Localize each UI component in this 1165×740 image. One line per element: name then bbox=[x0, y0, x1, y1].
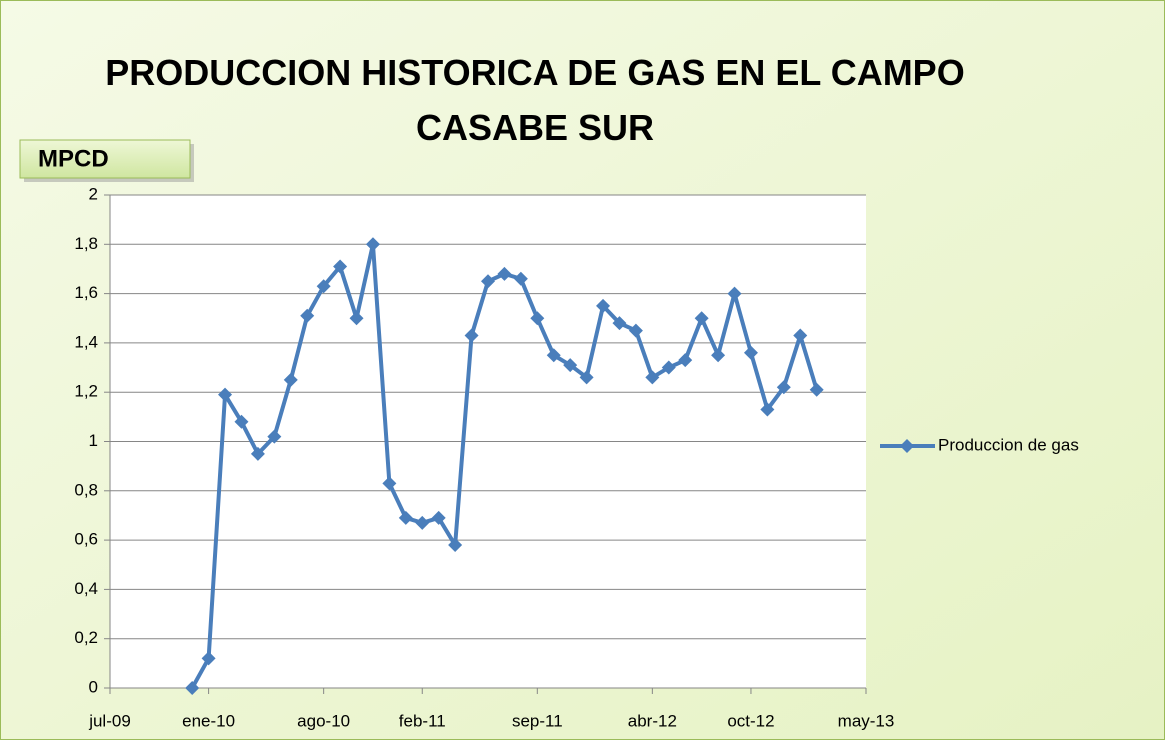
data-point bbox=[250, 446, 265, 461]
x-tick-label: ago-10 bbox=[297, 711, 350, 730]
data-point bbox=[365, 237, 380, 252]
y-axis-label: MPCD bbox=[38, 145, 109, 172]
data-point bbox=[398, 510, 413, 525]
data-point bbox=[464, 328, 479, 343]
y-tick-label: 2 bbox=[89, 184, 98, 203]
x-tick-label: oct-12 bbox=[727, 711, 774, 730]
legend-marker bbox=[900, 439, 914, 453]
data-point bbox=[513, 271, 528, 286]
y-tick-label: 1,6 bbox=[74, 283, 98, 302]
data-point bbox=[678, 353, 693, 368]
x-tick-label: jul-09 bbox=[88, 711, 131, 730]
data-point bbox=[530, 311, 545, 326]
y-tick-label: 0 bbox=[89, 677, 98, 696]
data-point bbox=[234, 414, 249, 429]
data-point bbox=[481, 274, 495, 289]
data-point bbox=[316, 279, 331, 294]
data-point bbox=[809, 382, 824, 397]
data-point bbox=[218, 387, 233, 402]
data-point bbox=[415, 515, 430, 530]
data-point bbox=[645, 370, 660, 385]
data-point bbox=[579, 370, 594, 385]
data-point bbox=[694, 311, 709, 326]
x-tick-label: ene-10 bbox=[182, 711, 235, 730]
data-point bbox=[661, 360, 676, 375]
x-tick-label: abr-12 bbox=[628, 711, 677, 730]
data-point bbox=[776, 380, 791, 395]
data-point bbox=[448, 538, 463, 553]
data-point bbox=[793, 328, 808, 343]
data-point bbox=[333, 259, 348, 274]
y-tick-label: 1,4 bbox=[74, 332, 98, 351]
data-point bbox=[300, 308, 315, 323]
title-line: CASABE SUR bbox=[416, 107, 654, 148]
data-point bbox=[201, 651, 216, 666]
y-tick-label: 1,8 bbox=[74, 234, 98, 253]
x-tick-label: may-13 bbox=[838, 711, 895, 730]
y-tick-label: 0,8 bbox=[74, 480, 98, 499]
data-point bbox=[497, 266, 512, 281]
data-point bbox=[382, 476, 397, 491]
y-tick-label: 0,4 bbox=[74, 579, 98, 598]
data-point bbox=[727, 286, 742, 301]
data-point bbox=[760, 402, 775, 417]
data-point bbox=[711, 348, 726, 363]
title-line: PRODUCCION HISTORICA DE GAS EN EL CAMPO bbox=[105, 52, 964, 93]
y-tick-label: 1 bbox=[89, 431, 98, 450]
data-point bbox=[628, 323, 643, 338]
y-axis-label-box bbox=[19, 139, 191, 179]
data-point bbox=[563, 358, 578, 373]
legend-label: Produccion de gas bbox=[938, 435, 1079, 454]
data-point bbox=[546, 348, 561, 363]
x-tick-label: sep-11 bbox=[512, 711, 563, 730]
y-tick-label: 0,6 bbox=[74, 530, 98, 549]
data-point bbox=[185, 681, 200, 695]
data-point bbox=[596, 298, 611, 313]
data-point bbox=[743, 345, 758, 360]
data-point bbox=[612, 316, 627, 331]
y-tick-label: 1,2 bbox=[74, 382, 98, 401]
y-tick-label: 0,2 bbox=[74, 628, 98, 647]
data-point bbox=[283, 372, 298, 387]
x-tick-label: feb-11 bbox=[399, 711, 446, 730]
chart-title: PRODUCCION HISTORICA DE GAS EN EL CAMPO C… bbox=[105, 52, 964, 148]
data-point bbox=[349, 311, 364, 326]
data-point bbox=[431, 510, 446, 525]
data-point bbox=[267, 429, 282, 444]
